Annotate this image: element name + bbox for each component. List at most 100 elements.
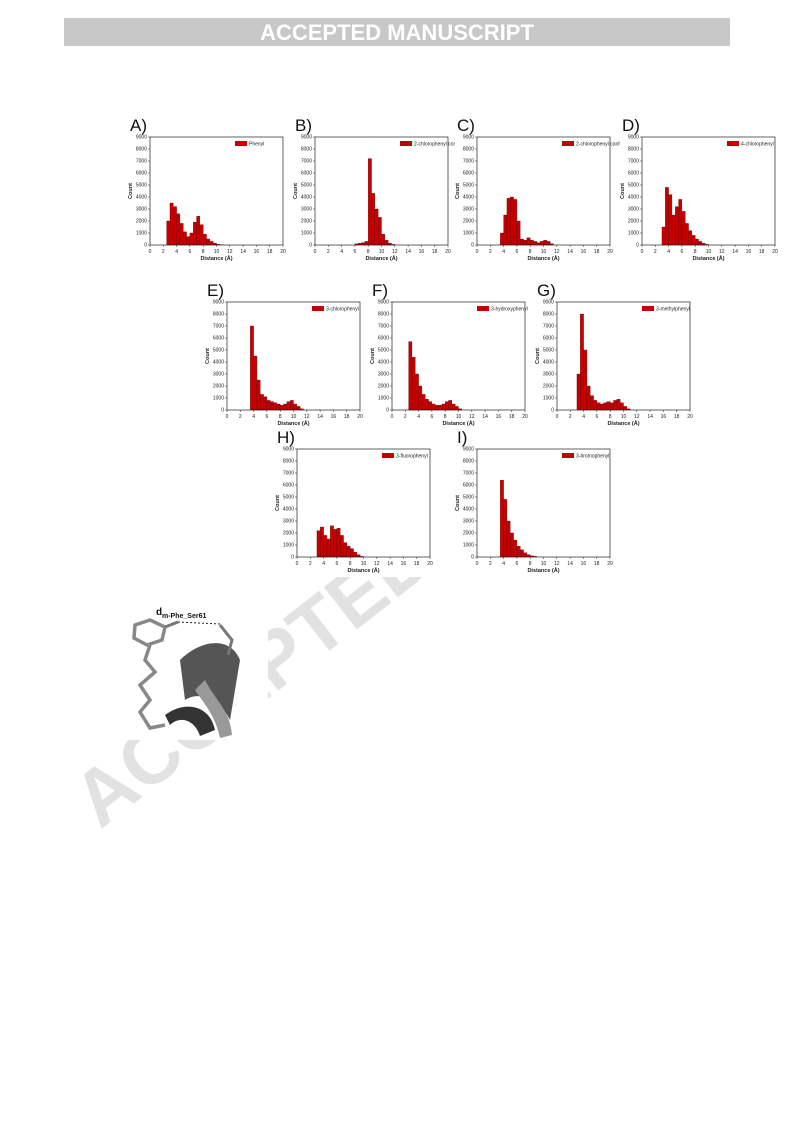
helix-ribbon: [180, 643, 240, 720]
y-tick-label: 0: [309, 243, 312, 249]
x-tick-label: 20: [772, 249, 778, 255]
x-tick-label: 8: [349, 561, 352, 567]
histogram-bar: [343, 542, 348, 558]
y-tick-label: 2000: [213, 384, 224, 390]
y-tick-label: 1000: [628, 231, 639, 237]
panel-label: B): [295, 116, 312, 135]
x-tick-label: 6: [189, 249, 192, 255]
histogram-bar: [438, 405, 443, 411]
y-tick-label: 4000: [136, 195, 147, 201]
x-tick-label: 4: [340, 249, 343, 255]
y-tick-label: 1000: [543, 396, 554, 402]
histogram-bar: [616, 399, 621, 411]
x-tick-label: 2: [489, 249, 492, 255]
histogram-bar: [384, 240, 389, 246]
y-tick-label: 2000: [463, 219, 474, 225]
x-tick-label: 16: [746, 249, 752, 255]
histogram-bar: [576, 373, 581, 411]
x-tick-label: 4: [502, 561, 505, 567]
panel-label: D): [622, 116, 640, 135]
histogram-bar: [455, 406, 459, 411]
y-tick-label: 1000: [378, 396, 389, 402]
legend-label: 3-hydroxyphenyl: [491, 307, 528, 313]
y-tick-label: 4000: [301, 195, 312, 201]
histogram-bar: [516, 220, 521, 246]
x-tick-label: 0: [314, 249, 317, 255]
histogram-bar: [166, 220, 171, 246]
histogram-bar: [448, 400, 453, 411]
legend-label: 2-chlorophenyl conf2: [576, 142, 623, 148]
histogram-bar: [435, 405, 439, 411]
histogram-bar: [536, 242, 541, 246]
histogram-bar: [678, 199, 683, 246]
y-tick-label: 8000: [283, 459, 294, 465]
histogram-bar: [330, 525, 334, 558]
histogram-bar: [250, 325, 254, 411]
histogram-panel: C) 0 1000 2000 3000 4000 5000 6000 7000 8000 9000 0…: [455, 115, 623, 265]
x-tick-label: 20: [280, 249, 286, 255]
y-tick-label: 3000: [543, 372, 554, 378]
x-tick-label: 12: [469, 414, 475, 420]
y-tick-label: 4000: [463, 195, 474, 201]
y-axis-label: Count: [293, 183, 299, 199]
x-tick-label: 14: [405, 249, 411, 255]
y-tick-label: 9000: [301, 135, 312, 141]
histogram-bar: [411, 357, 416, 411]
x-tick-label: 2: [654, 249, 657, 255]
y-tick-label: 8000: [463, 147, 474, 153]
x-tick-label: 12: [392, 249, 398, 255]
histogram-bar: [428, 401, 433, 411]
y-tick-label: 6000: [283, 483, 294, 489]
histogram-bar: [320, 526, 324, 558]
y-tick-label: 5000: [213, 348, 224, 354]
legend-swatch: [727, 141, 739, 146]
histogram-bar: [169, 202, 174, 246]
y-tick-label: 1000: [213, 396, 224, 402]
histogram-bar: [540, 241, 544, 246]
x-tick-label: 14: [387, 561, 393, 567]
legend-swatch: [562, 453, 574, 458]
panel-label: G): [537, 281, 556, 300]
y-tick-label: 7000: [378, 324, 389, 330]
y-tick-label: 3000: [283, 519, 294, 525]
x-tick-label: 8: [529, 561, 532, 567]
histogram-bar: [451, 403, 456, 411]
y-tick-label: 2000: [543, 384, 554, 390]
x-tick-label: 6: [681, 249, 684, 255]
histogram-panel: I) 0 1000 2000 3000 4000 5000 6000 7000 8000 9000 0…: [455, 427, 615, 577]
y-tick-label: 8000: [136, 147, 147, 153]
y-tick-label: 6000: [543, 336, 554, 342]
x-axis-label: Distance (Å): [607, 420, 639, 427]
y-tick-label: 0: [291, 555, 294, 561]
y-axis-label: Count: [370, 348, 376, 364]
y-tick-label: 9000: [543, 300, 554, 306]
histogram-bar: [520, 549, 524, 558]
histogram-bar: [665, 187, 669, 246]
y-tick-label: 7000: [628, 159, 639, 165]
header-title: ACCEPTED MANUSCRIPT: [260, 20, 534, 45]
y-tick-label: 7000: [283, 471, 294, 477]
histogram-panel: G) 0 1000 2000 3000 4000 5000 6000 7000 8000 9000 0…: [535, 280, 695, 430]
histogram-bar: [593, 400, 598, 411]
x-axis-label: Distance (Å): [692, 255, 724, 262]
legend-label: 3-fluorophenyl: [396, 454, 428, 460]
y-tick-label: 8000: [463, 459, 474, 465]
x-tick-label: 4: [582, 414, 585, 420]
y-tick-label: 7000: [543, 324, 554, 330]
x-tick-label: 6: [516, 249, 519, 255]
histogram-bar: [256, 379, 261, 411]
x-tick-label: 10: [456, 414, 462, 420]
x-tick-label: 18: [509, 414, 515, 420]
histogram-bar: [179, 223, 184, 246]
x-axis-label: Distance (Å): [365, 255, 397, 262]
x-tick-label: 0: [391, 414, 394, 420]
histogram-bar: [668, 194, 673, 246]
x-tick-label: 12: [719, 249, 725, 255]
y-axis-label: Count: [205, 348, 211, 364]
histogram-bar: [323, 535, 328, 558]
legend-swatch: [477, 306, 489, 311]
histogram-bar: [364, 241, 369, 246]
histogram-bar: [183, 231, 187, 246]
x-tick-label: 8: [202, 249, 205, 255]
histogram-bar: [260, 394, 264, 411]
